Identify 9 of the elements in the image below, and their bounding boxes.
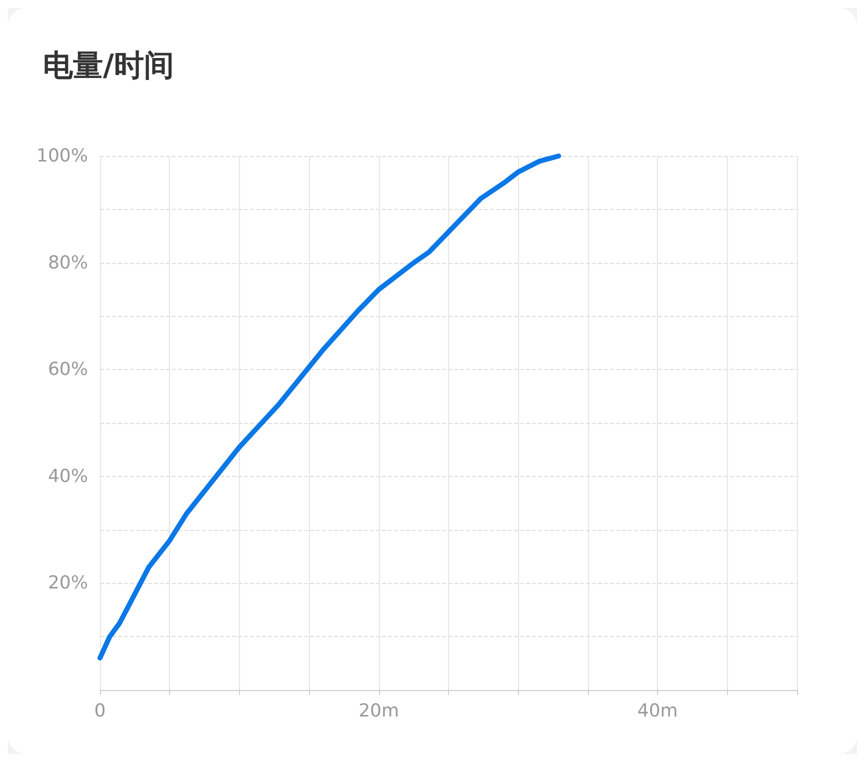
chart-title: 电量/时间 bbox=[43, 48, 174, 84]
x-tick-label: 40m bbox=[637, 700, 678, 722]
y-tick-label: 40% bbox=[48, 466, 88, 487]
y-tick-label: 80% bbox=[48, 252, 88, 274]
y-tick-label: 20% bbox=[48, 572, 88, 594]
x-tick-label: 0 bbox=[94, 700, 106, 722]
y-tick-label: 60% bbox=[48, 359, 88, 380]
x-tick-label: 20m bbox=[358, 700, 400, 722]
y-tick-label: 100% bbox=[36, 146, 88, 166]
